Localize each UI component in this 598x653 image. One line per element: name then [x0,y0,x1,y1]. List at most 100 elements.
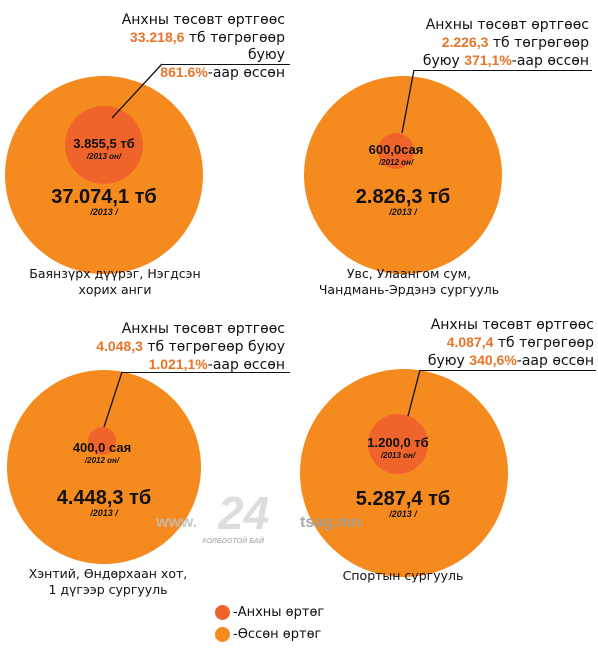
circle-chart [5,63,203,274]
legend-label-initial: -Анхны өртөг [233,604,325,620]
caption-line: Спортын сургууль [342,568,464,583]
initial-cost-circle [378,133,414,169]
annotation-line3: 1.021,1%-аар өссөн [95,356,285,374]
chart-panel-bayanzurkh: Анхны төсөвт өртгөөс 33.218,6 тб төгрөгө… [0,0,299,300]
amount-value: 2.226,3 [441,34,489,50]
circle-chart [7,370,201,564]
annotation-underline [420,370,596,371]
percent-value: 340,6% [469,352,517,368]
amount-suffix: тб төгрөгөөр [497,335,594,351]
annotation-line3: 861.6%-аар өссөн [105,64,285,82]
initial-cost-circle [368,414,428,474]
percent-value: 861.6% [160,64,208,80]
caption-line: хорих анги [78,282,152,297]
annotation-line2: 4.048,3 тб төгрөгөөр буюу [95,338,285,356]
growth-annotation: Анхны төсөвт өртгөөс 2.226,3 тб төгрөгөө… [399,17,589,70]
project-caption: Баянзүрх дүүрэг, Нэгдсэн хорих анги [15,266,215,298]
growth-annotation: Анхны төсөвт өртгөөс 33.218,6 тб төгрөгө… [105,12,285,82]
legend-label-grown: -Өссөн өртөг [233,626,322,642]
annotation-line1: Анхны төсөвт өртгөөс [121,12,285,28]
initial-cost-label: 3.855,5 тб /2013 он/ [64,136,144,161]
grown-cost-label: 2.826,3 тб /2013 / [333,186,473,217]
annotation-line1: Анхны төсөвт өртгөөс [425,17,589,33]
initial-cost-value: 400,0 сая [72,440,132,455]
grown-cost-year: /2013 / [389,509,417,519]
grown-cost-value: 4.448,3 тб [56,487,152,509]
amount-suffix: тб төгрөгөөр буюу [188,30,285,63]
growth-annotation: Анхны төсөвт өртгөөс 4.087,4 тб төгрөгөө… [399,317,594,370]
amount-value: 4.087,4 [446,334,494,350]
annotation-line3: буюу 371,1%-аар өссөн [399,52,589,70]
grown-cost-year: /2013 / [389,207,417,217]
grown-cost-label: 37.074,1 тб /2013 / [34,186,174,217]
grown-cost-circle [304,76,502,274]
percent-suffix: -аар өссөн [511,53,589,69]
annotation-line1: Анхны төсөвт өртгөөс [121,321,285,337]
initial-cost-circle [65,106,143,184]
grown-cost-label: 5.287,4 тб /2013 / [333,488,473,519]
chart-legend: -Анхны өртөг -Өссөн өртөг [215,601,324,645]
annotation-pointer-line [111,63,163,119]
initial-cost-value: 600,0сая [368,142,424,157]
grown-cost-label: 4.448,3 тб /2013 / [34,487,174,518]
percent-suffix: -аар өссөн [516,353,594,369]
annotation-line2: 2.226,3 тб төгрөгөөр [399,34,589,52]
caption-line: Хэнтий, Өндөрхаан хот, [28,566,188,581]
project-caption: Хэнтий, Өндөрхаан хот, 1 дүгээр сургууль [8,566,208,598]
amount-suffix: тб төгрөгөөр буюу [147,339,285,355]
circle-chart [304,69,502,274]
chart-panel-uvs: Анхны төсөвт өртгөөс 2.226,3 тб төгрөгөө… [299,0,598,300]
watermark-www: www. [156,514,198,531]
legend-item-grown: -Өссөн өртөг [215,623,324,645]
annotation-line2: 4.087,4 тб төгрөгөөр [399,334,594,352]
grown-cost-year: /2013 / [90,207,118,217]
annotation-pointer-line [103,371,123,428]
site-watermark: www. 24 tsag.mn ХОЛБООТОЙ БАЙ [156,486,400,556]
caption-line: Чандмань-Эрдэнэ сургууль [318,282,500,297]
annotation-pointer-line [407,369,421,417]
initial-cost-label: 400,0 сая /2012 он/ [57,440,147,465]
percent-value: 371,1% [464,52,512,68]
amount-suffix: тб төгрөгөөр [492,35,589,51]
initial-cost-year: /2013 он/ [86,152,122,161]
initial-cost-year: /2013 он/ [380,451,416,460]
annotation-underline [162,64,290,65]
chart-panel-sports-school: Анхны төсөвт өртгөөс 4.087,4 тб төгрөгөө… [299,310,598,610]
percent-value: 1.021,1% [148,356,208,372]
caption-line: 1 дүгээр сургууль [48,582,168,597]
growth-annotation: Анхны төсөвт өртгөөс 4.048,3 тб төгрөгөө… [95,321,285,374]
annotation-line1: Анхны төсөвт өртгөөс [430,317,594,333]
caption-line: Баянзүрх дүүрэг, Нэгдсэн [29,266,201,281]
grown-cost-circle [7,370,201,564]
percent-suffix: -аар өссөн [207,65,285,81]
legend-swatch-initial [215,604,230,620]
annotation-line2: 33.218,6 тб төгрөгөөр буюу [105,29,285,64]
chart-panel-khentii: Анхны төсөвт өртгөөс 4.048,3 тб төгрөгөө… [0,310,299,610]
grown-cost-value: 5.287,4 тб [355,488,451,510]
annotation-line3: буюу 340,6%-аар өссөн [399,352,594,370]
caption-line: Увс, Улаангом сум, [346,266,472,281]
annotation-pointer-line [401,69,415,134]
watermark-logo-number: 24 [218,487,270,539]
project-caption: Увс, Улаангом сум, Чандмань-Эрдэнэ сургу… [309,266,509,298]
amount-value: 4.048,3 [96,338,143,354]
initial-cost-year: /2012 он/ [84,456,120,465]
watermark-domain: tsag.mn [300,514,362,531]
line3-prefix: буюу [427,353,465,369]
initial-cost-label: 600,0сая /2012 он/ [351,142,441,167]
circle-chart [300,369,508,577]
initial-cost-value: 3.855,5 тб [73,136,135,151]
legend-swatch-grown [215,626,230,642]
project-caption: Спортын сургууль [303,568,503,584]
annotation-underline [414,70,592,71]
percent-suffix: -аар өссөн [207,357,285,373]
legend-item-initial: -Анхны өртөг [215,601,324,623]
annotation-underline [122,372,290,373]
initial-cost-label: 1.200,0 тб /2013 он/ [353,435,443,460]
grown-cost-year: /2013 / [90,508,118,518]
initial-cost-year: /2012 он/ [378,158,414,167]
initial-cost-circle [88,427,116,455]
initial-cost-value: 1.200,0 тб [367,435,429,450]
amount-value: 33.218,6 [129,29,185,45]
grown-cost-value: 37.074,1 тб [51,186,157,208]
